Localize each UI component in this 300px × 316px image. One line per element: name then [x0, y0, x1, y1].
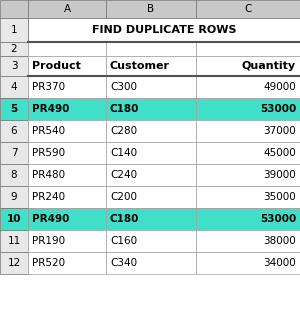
Text: Customer: Customer [110, 61, 170, 71]
Text: C200: C200 [110, 192, 137, 202]
Bar [28, 142, 106, 164]
Text: 39000: 39000 [263, 170, 296, 180]
Text: Quantity: Quantity [242, 61, 296, 71]
Bar [106, 252, 196, 274]
Text: 35000: 35000 [263, 192, 296, 202]
Text: C180: C180 [110, 214, 140, 224]
Text: 1: 1 [11, 25, 17, 35]
Bar [196, 42, 300, 56]
Text: PR590: PR590 [32, 148, 65, 158]
Bar [106, 98, 196, 120]
Bar [28, 208, 106, 230]
Text: 4: 4 [11, 82, 17, 92]
Text: C: C [244, 4, 252, 14]
Text: 49000: 49000 [263, 82, 296, 92]
Bar [28, 0, 106, 18]
Bar [196, 56, 300, 76]
Text: 8: 8 [11, 170, 17, 180]
Text: C240: C240 [110, 170, 137, 180]
Text: C280: C280 [110, 126, 137, 136]
Text: 5: 5 [11, 104, 18, 114]
Bar [196, 208, 300, 230]
Bar [0, 186, 28, 208]
Text: PR190: PR190 [32, 236, 65, 246]
Bar [196, 164, 300, 186]
Text: 37000: 37000 [263, 126, 296, 136]
Bar [0, 164, 28, 186]
Text: PR540: PR540 [32, 126, 65, 136]
Bar [196, 230, 300, 252]
Text: 3: 3 [11, 61, 17, 71]
Bar [28, 18, 300, 42]
Text: PR240: PR240 [32, 192, 65, 202]
Text: PR490: PR490 [32, 104, 69, 114]
Text: 10: 10 [7, 214, 21, 224]
Text: B: B [147, 4, 155, 14]
Text: 12: 12 [8, 258, 21, 268]
Text: 6: 6 [11, 126, 17, 136]
Bar [0, 230, 28, 252]
Text: C160: C160 [110, 236, 137, 246]
Bar [0, 0, 28, 18]
Bar [28, 56, 106, 76]
Text: C180: C180 [110, 104, 140, 114]
Bar [0, 76, 28, 98]
Bar [196, 98, 300, 120]
Text: C300: C300 [110, 82, 137, 92]
Bar [196, 0, 300, 18]
Text: 53000: 53000 [260, 214, 296, 224]
Text: 45000: 45000 [263, 148, 296, 158]
Bar [196, 142, 300, 164]
Text: PR480: PR480 [32, 170, 65, 180]
Text: 38000: 38000 [263, 236, 296, 246]
Text: PR520: PR520 [32, 258, 65, 268]
Bar [196, 252, 300, 274]
Text: 9: 9 [11, 192, 17, 202]
Text: Product: Product [32, 61, 81, 71]
Text: 34000: 34000 [263, 258, 296, 268]
Bar [28, 42, 106, 56]
Bar [106, 0, 196, 18]
Bar [196, 186, 300, 208]
Text: FIND DUPLICATE ROWS: FIND DUPLICATE ROWS [92, 25, 236, 35]
Text: 11: 11 [8, 236, 21, 246]
Text: A: A [63, 4, 70, 14]
Bar [28, 76, 106, 98]
Bar [0, 98, 28, 120]
Bar [28, 252, 106, 274]
Bar [0, 142, 28, 164]
Bar [0, 56, 28, 76]
Bar [28, 164, 106, 186]
Bar [28, 230, 106, 252]
Text: 2: 2 [11, 44, 17, 54]
Text: PR490: PR490 [32, 214, 69, 224]
Text: PR370: PR370 [32, 82, 65, 92]
Bar [28, 120, 106, 142]
Text: 7: 7 [11, 148, 17, 158]
Bar [106, 56, 196, 76]
Bar [106, 76, 196, 98]
Bar [0, 252, 28, 274]
Text: C340: C340 [110, 258, 137, 268]
Bar [0, 120, 28, 142]
Bar [106, 120, 196, 142]
Bar [28, 186, 106, 208]
Bar [0, 18, 28, 42]
Bar [106, 230, 196, 252]
Bar [106, 142, 196, 164]
Text: 53000: 53000 [260, 104, 296, 114]
Bar [28, 98, 106, 120]
Bar [106, 186, 196, 208]
Bar [106, 208, 196, 230]
Bar [0, 42, 28, 56]
Bar [196, 76, 300, 98]
Bar [196, 120, 300, 142]
Bar [0, 208, 28, 230]
Bar [106, 164, 196, 186]
Text: C140: C140 [110, 148, 137, 158]
Bar [106, 42, 196, 56]
